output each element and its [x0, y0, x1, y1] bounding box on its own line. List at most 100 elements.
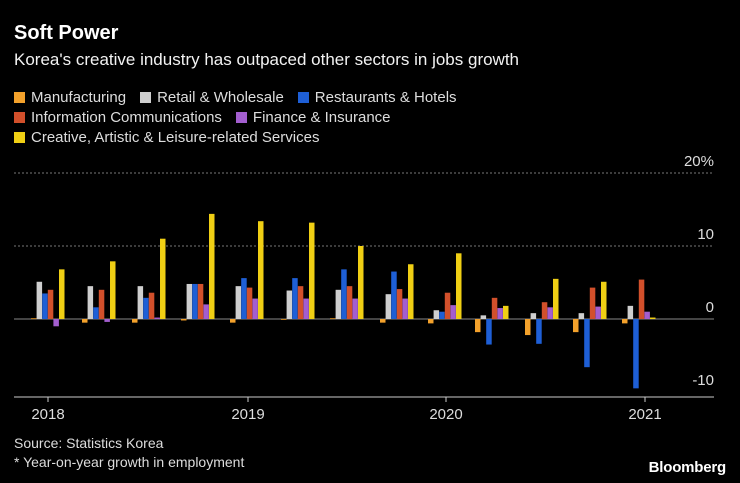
bar-manufacturing-3: [181, 319, 187, 321]
bar-restaurants-hotels-11: [584, 319, 590, 368]
chart-title: Soft Power: [14, 22, 119, 44]
bar-manufacturing-6: [330, 318, 336, 320]
bar-information-communications-1: [98, 289, 105, 319]
bar-finance-insurance-2: [154, 317, 160, 319]
bar-information-communications-4: [246, 287, 253, 319]
legend: Manufacturing Retail & Wholesale Restaur…: [14, 87, 734, 147]
bar-restaurants-hotels-2: [143, 297, 149, 319]
bar-creative-artistic-leisure-related-services-12: [650, 317, 656, 319]
x-tick-label-2020: 2020: [429, 406, 462, 423]
bar-retail-wholesale-11: [578, 313, 585, 319]
footnote: * Year-on-year growth in employment: [14, 454, 245, 470]
bar-information-communications-9: [491, 297, 498, 319]
bar-finance-insurance-12: [644, 311, 650, 319]
bar-creative-artistic-leisure-related-services-1: [110, 261, 116, 319]
bar-manufacturing-5: [281, 319, 287, 320]
bar-retail-wholesale-1: [87, 286, 94, 319]
bar-retail-wholesale-4: [235, 286, 242, 319]
bar-finance-insurance-6: [352, 298, 358, 319]
x-tick-label-2021: 2021: [628, 406, 661, 423]
bar-manufacturing-11: [573, 319, 579, 333]
bar-creative-artistic-leisure-related-services-3: [209, 213, 215, 319]
bar-restaurants-hotels-4: [241, 278, 247, 319]
bar-restaurants-hotels-0: [42, 293, 48, 319]
legend-row-3: Creative, Artistic & Leisure-related Ser…: [14, 127, 734, 147]
bar-information-communications-11: [589, 287, 596, 319]
bloomberg-logo: Bloomberg: [648, 459, 727, 476]
bar-finance-insurance-4: [252, 298, 258, 319]
bar-creative-artistic-leisure-related-services-8: [456, 253, 462, 319]
bar-retail-wholesale-12: [627, 305, 634, 319]
legend-label-manufacturing: Manufacturing: [31, 88, 127, 106]
bar-finance-insurance-8: [450, 305, 456, 319]
bar-information-communications-2: [148, 292, 155, 319]
bar-finance-insurance-5: [303, 298, 309, 319]
legend-label-finance: Finance & Insurance: [252, 108, 391, 126]
bar-creative-artistic-leisure-related-services-7: [408, 264, 414, 319]
bar-manufacturing-10: [525, 319, 531, 336]
bar-manufacturing-2: [132, 319, 138, 323]
bar-restaurants-hotels-9: [486, 319, 492, 345]
bar-restaurants-hotels-10: [536, 319, 542, 344]
x-tick-label-2019: 2019: [231, 406, 264, 423]
legend-item-manufacturing: Manufacturing: [14, 89, 126, 106]
bar-creative-artistic-leisure-related-services-4: [258, 221, 264, 319]
bar-restaurants-hotels-8: [439, 311, 445, 319]
legend-row-2: Information Communications Finance & Ins…: [14, 107, 734, 127]
bar-creative-artistic-leisure-related-services-5: [309, 222, 315, 319]
bar-restaurants-hotels-1: [93, 307, 99, 319]
legend-label-retail: Retail & Wholesale: [157, 88, 284, 106]
bar-creative-artistic-leisure-related-services-6: [358, 246, 364, 319]
bar-retail-wholesale-9: [480, 315, 487, 319]
bar-retail-wholesale-6: [335, 289, 342, 319]
legend-item-infocomm: Information Communications: [14, 109, 222, 126]
bar-creative-artistic-leisure-related-services-9: [503, 305, 509, 319]
bar-finance-insurance-0: [53, 319, 59, 327]
bar-information-communications-5: [297, 286, 304, 319]
bar-information-communications-0: [47, 289, 54, 319]
bar-finance-insurance-10: [547, 307, 553, 319]
legend-row-1: Manufacturing Retail & Wholesale Restaur…: [14, 87, 734, 107]
legend-item-restaurants: Restaurants & Hotels: [297, 88, 457, 106]
chart-subtitle: Korea's creative industry has outpaced o…: [14, 50, 520, 69]
bar-information-communications-8: [444, 292, 451, 319]
bar-creative-artistic-leisure-related-services-11: [601, 281, 607, 319]
bar-restaurants-hotels-7: [391, 271, 397, 319]
bar-information-communications-7: [396, 289, 403, 319]
bar-manufacturing-4: [230, 319, 236, 323]
bar-retail-wholesale-0: [36, 281, 43, 319]
y-tick-label: 10: [697, 226, 714, 243]
bar-manufacturing-12: [622, 319, 628, 324]
legend-label-creative: Creative, Artistic & Leisure-related Ser…: [31, 128, 320, 146]
y-tick-label: 20%: [684, 153, 714, 170]
legend-item-creative: Creative, Artistic & Leisure-related Ser…: [14, 129, 319, 146]
bar-manufacturing-9: [475, 319, 481, 333]
bar-retail-wholesale-7: [385, 294, 392, 319]
x-tick-label-2018: 2018: [31, 406, 64, 423]
bar-retail-wholesale-5: [286, 290, 293, 319]
legend-swatch-creative: [14, 131, 25, 143]
bar-information-communications-3: [197, 283, 204, 319]
legend-swatch-manufacturing: [14, 91, 25, 103]
bar-finance-insurance-7: [402, 298, 408, 319]
legend-label-infocomm: Information Communications: [31, 108, 222, 126]
bar-finance-insurance-9: [497, 308, 503, 319]
bar-creative-artistic-leisure-related-services-2: [160, 238, 166, 319]
bar-creative-artistic-leisure-related-services-0: [59, 269, 65, 319]
bar-finance-insurance-11: [595, 306, 601, 319]
y-tick-label: -10: [692, 372, 714, 389]
bar-restaurants-hotels-3: [192, 283, 198, 319]
bar-finance-insurance-3: [203, 304, 209, 319]
bar-information-communications-6: [346, 286, 353, 319]
bar-information-communications-10: [541, 302, 548, 319]
bar-manufacturing-0: [31, 318, 37, 320]
legend-label-restaurants: Restaurants & Hotels: [314, 88, 457, 106]
bar-restaurants-hotels-12: [633, 319, 639, 389]
bar-finance-insurance-1: [104, 319, 110, 322]
bar-retail-wholesale-3: [186, 283, 193, 319]
bar-retail-wholesale-8: [433, 310, 440, 319]
bar-retail-wholesale-2: [137, 286, 144, 319]
bar-information-communications-12: [638, 279, 645, 319]
legend-swatch-retail: [140, 91, 152, 103]
